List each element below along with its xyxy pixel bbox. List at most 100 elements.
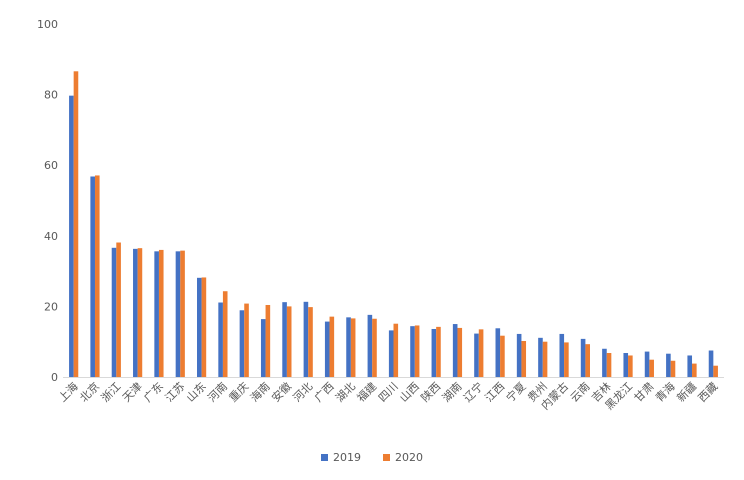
bar-2020-12 [329,316,335,377]
x-tick-label: 河南 [205,380,230,405]
bar-2020-8 [244,303,249,377]
bar-2019-3 [133,248,138,377]
bar-2019-8 [239,310,245,377]
bar-2020-25 [606,353,612,377]
y-tick-label: 60 [44,159,58,172]
bar-2020-26 [628,355,633,377]
bar-2020-23 [564,342,569,377]
bar-2020-24 [585,344,590,377]
x-tick-label: 广西 [312,380,337,405]
bar-2019-26 [623,353,629,377]
bar-2020-27 [649,359,654,377]
bar-2020-4 [158,249,164,377]
y-tick-label: 80 [44,89,58,102]
bar-2019-29 [687,355,693,377]
x-tick-label: 陕西 [418,379,443,404]
x-tick-label: 上海 [55,379,80,404]
bar-2019-21 [516,333,522,377]
x-tick-label: 江西 [482,380,507,405]
x-tick-label: 湖北 [333,380,358,405]
legend-swatch-2019 [321,453,328,461]
bar-2019-10 [282,302,287,377]
x-tick-label: 北京 [77,379,102,404]
x-tick-label: 山东 [184,380,209,405]
x-tick-label: 浙江 [99,380,124,405]
bar-2019-27 [644,351,650,377]
x-tick-label: 河北 [291,380,316,405]
bar-2020-11 [308,307,313,377]
bar-2019-25 [602,348,607,377]
legend-item-2019: 2019 [321,451,361,464]
y-tick-label: 20 [44,300,58,313]
bar-2020-30 [713,365,718,377]
bar-2020-29 [692,363,697,377]
x-tick-label: 天津 [120,380,145,405]
x-tick-label: 辽宁 [460,379,485,404]
x-tick-label: 江苏 [163,380,188,405]
bar-2019-13 [346,317,351,377]
x-tick-label: 安徽 [269,379,294,404]
legend-item-2020: 2020 [383,451,423,464]
bar-2019-0 [69,95,74,377]
bar-2020-20 [500,335,505,377]
legend-label-2020: 2020 [395,450,423,464]
legend-swatch-2020 [383,453,390,461]
bar-2020-28 [670,360,676,377]
bar-2019-30 [708,350,714,377]
y-tick-label: 100 [37,18,58,31]
x-tick-label: 云南 [568,380,593,405]
x-tick-label: 新疆 [674,379,699,404]
bar-2020-22 [542,341,548,377]
bar-2019-5 [175,251,181,377]
bar-2020-1 [94,175,100,377]
bar-2020-17 [436,326,441,377]
x-tick-label: 山西 [397,380,422,405]
bar-2019-14 [367,314,373,377]
bar-2020-2 [116,242,121,377]
bar-2020-14 [372,318,377,377]
bar-2019-24 [580,338,586,377]
legend-label-2019: 2019 [333,450,361,464]
bar-2020-16 [414,325,420,377]
bar-2020-19 [478,329,484,377]
bar-2020-18 [457,327,463,377]
bar-2019-6 [197,277,202,377]
bar-2020-0 [73,71,79,378]
x-tick-label: 青海 [652,379,677,404]
bar-2019-11 [303,301,309,377]
legend: 2019 2020 [0,449,744,465]
bar-2020-15 [393,323,399,377]
x-tick-label: 福建 [354,379,379,404]
x-tick-label: 广东 [141,380,166,405]
bar-2019-16 [410,326,415,377]
bar-2019-20 [495,328,501,377]
bar-2020-6 [201,277,207,377]
bar-2019-9 [260,319,266,377]
bar-2019-12 [324,321,330,377]
x-tick-label: 宁夏 [503,379,528,404]
bar-2020-21 [521,340,527,377]
x-tick-label: 湖南 [440,380,465,405]
x-tick-label: 重庆 [226,379,251,404]
bar-2020-5 [180,250,185,377]
bar-2019-28 [666,353,671,377]
x-tick-label: 四川 [376,380,401,405]
bar-2019-1 [90,176,95,377]
y-tick-label: 40 [44,230,58,243]
bar-2020-10 [286,306,292,377]
bar-2019-17 [431,328,437,377]
bar-2019-19 [474,333,479,377]
bar-2019-23 [559,333,565,377]
bar-2020-7 [222,291,228,377]
bar-2019-4 [154,251,159,377]
x-tick-label: 西藏 [696,380,721,405]
bar-2019-15 [388,330,394,377]
x-tick-label: 海南 [247,379,272,404]
y-tick-label: 0 [51,371,58,384]
x-tick-label: 甘肃 [632,380,657,405]
bar-2019-18 [452,324,458,377]
bar-2019-2 [111,247,117,377]
bar-2020-3 [137,248,143,377]
